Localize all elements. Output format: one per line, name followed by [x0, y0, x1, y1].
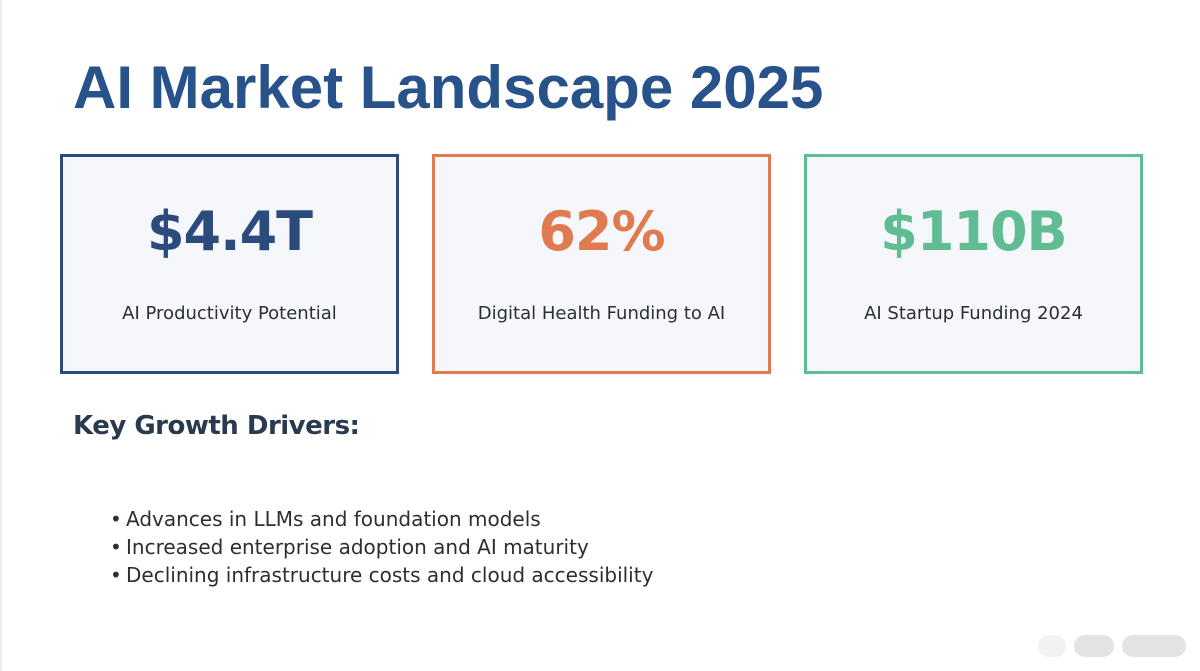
stat-card-startup-funding: $110B AI Startup Funding 2024 [804, 154, 1143, 374]
stat-label: AI Productivity Potential [122, 303, 337, 324]
list-item-text: Declining infrastructure costs and cloud… [126, 563, 654, 587]
stat-card-health-funding: 62% Digital Health Funding to AI [432, 154, 771, 374]
stat-value: $4.4T [146, 200, 313, 263]
list-item: • Increased enterprise adoption and AI ma… [110, 533, 653, 561]
bullet-icon: • [110, 507, 122, 531]
slide-title: AI Market Landscape 2025 [73, 54, 824, 121]
stat-label: Digital Health Funding to AI [477, 303, 726, 324]
list-item: • Advances in LLMs and foundation models [110, 505, 653, 533]
slide-edge [0, 0, 2, 671]
list-item-text: Increased enterprise adoption and AI mat… [126, 535, 589, 559]
stat-label: AI Startup Funding 2024 [864, 303, 1083, 324]
bullet-icon: • [110, 535, 122, 559]
list-item-text: Advances in LLMs and foundation models [126, 507, 541, 531]
stat-value: 62% [538, 200, 665, 263]
list-item: • Declining infrastructure costs and clou… [110, 561, 653, 589]
drivers-heading: Key Growth Drivers: [73, 411, 360, 441]
stat-card-productivity: $4.4T AI Productivity Potential [60, 154, 399, 374]
blurred-watermark [1038, 629, 1188, 663]
bullet-icon: • [110, 563, 122, 587]
stat-value: $110B [880, 200, 1067, 263]
drivers-list: • Advances in LLMs and foundation models … [110, 505, 653, 589]
